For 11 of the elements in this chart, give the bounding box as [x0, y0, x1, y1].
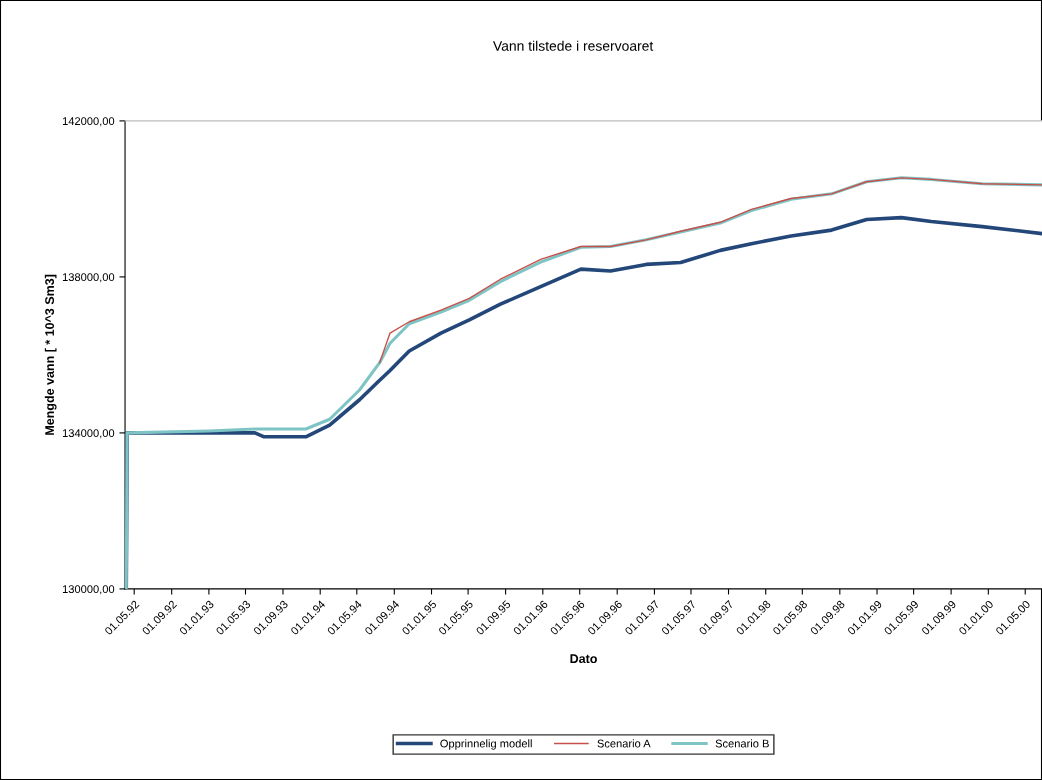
- y-axis-title: Mengde vann [ * 10^3 Sm3]: [44, 274, 57, 435]
- y-tick-label: 142000,00: [62, 117, 115, 127]
- line-series: [378, 177, 1042, 364]
- y-tick-label: 130000,00: [62, 585, 115, 595]
- y-tick-label: 134000,00: [62, 429, 115, 439]
- legend-label: Opprinnelig modell: [440, 739, 532, 750]
- x-axis-title: Dato: [570, 654, 597, 664]
- legend-label: Scenario A: [597, 739, 651, 748]
- chart-title: Vann tilstede i reservoaret: [493, 40, 654, 51]
- legend-label: Scenario B: [715, 739, 769, 748]
- y-tick-label: 138000,00: [62, 273, 115, 283]
